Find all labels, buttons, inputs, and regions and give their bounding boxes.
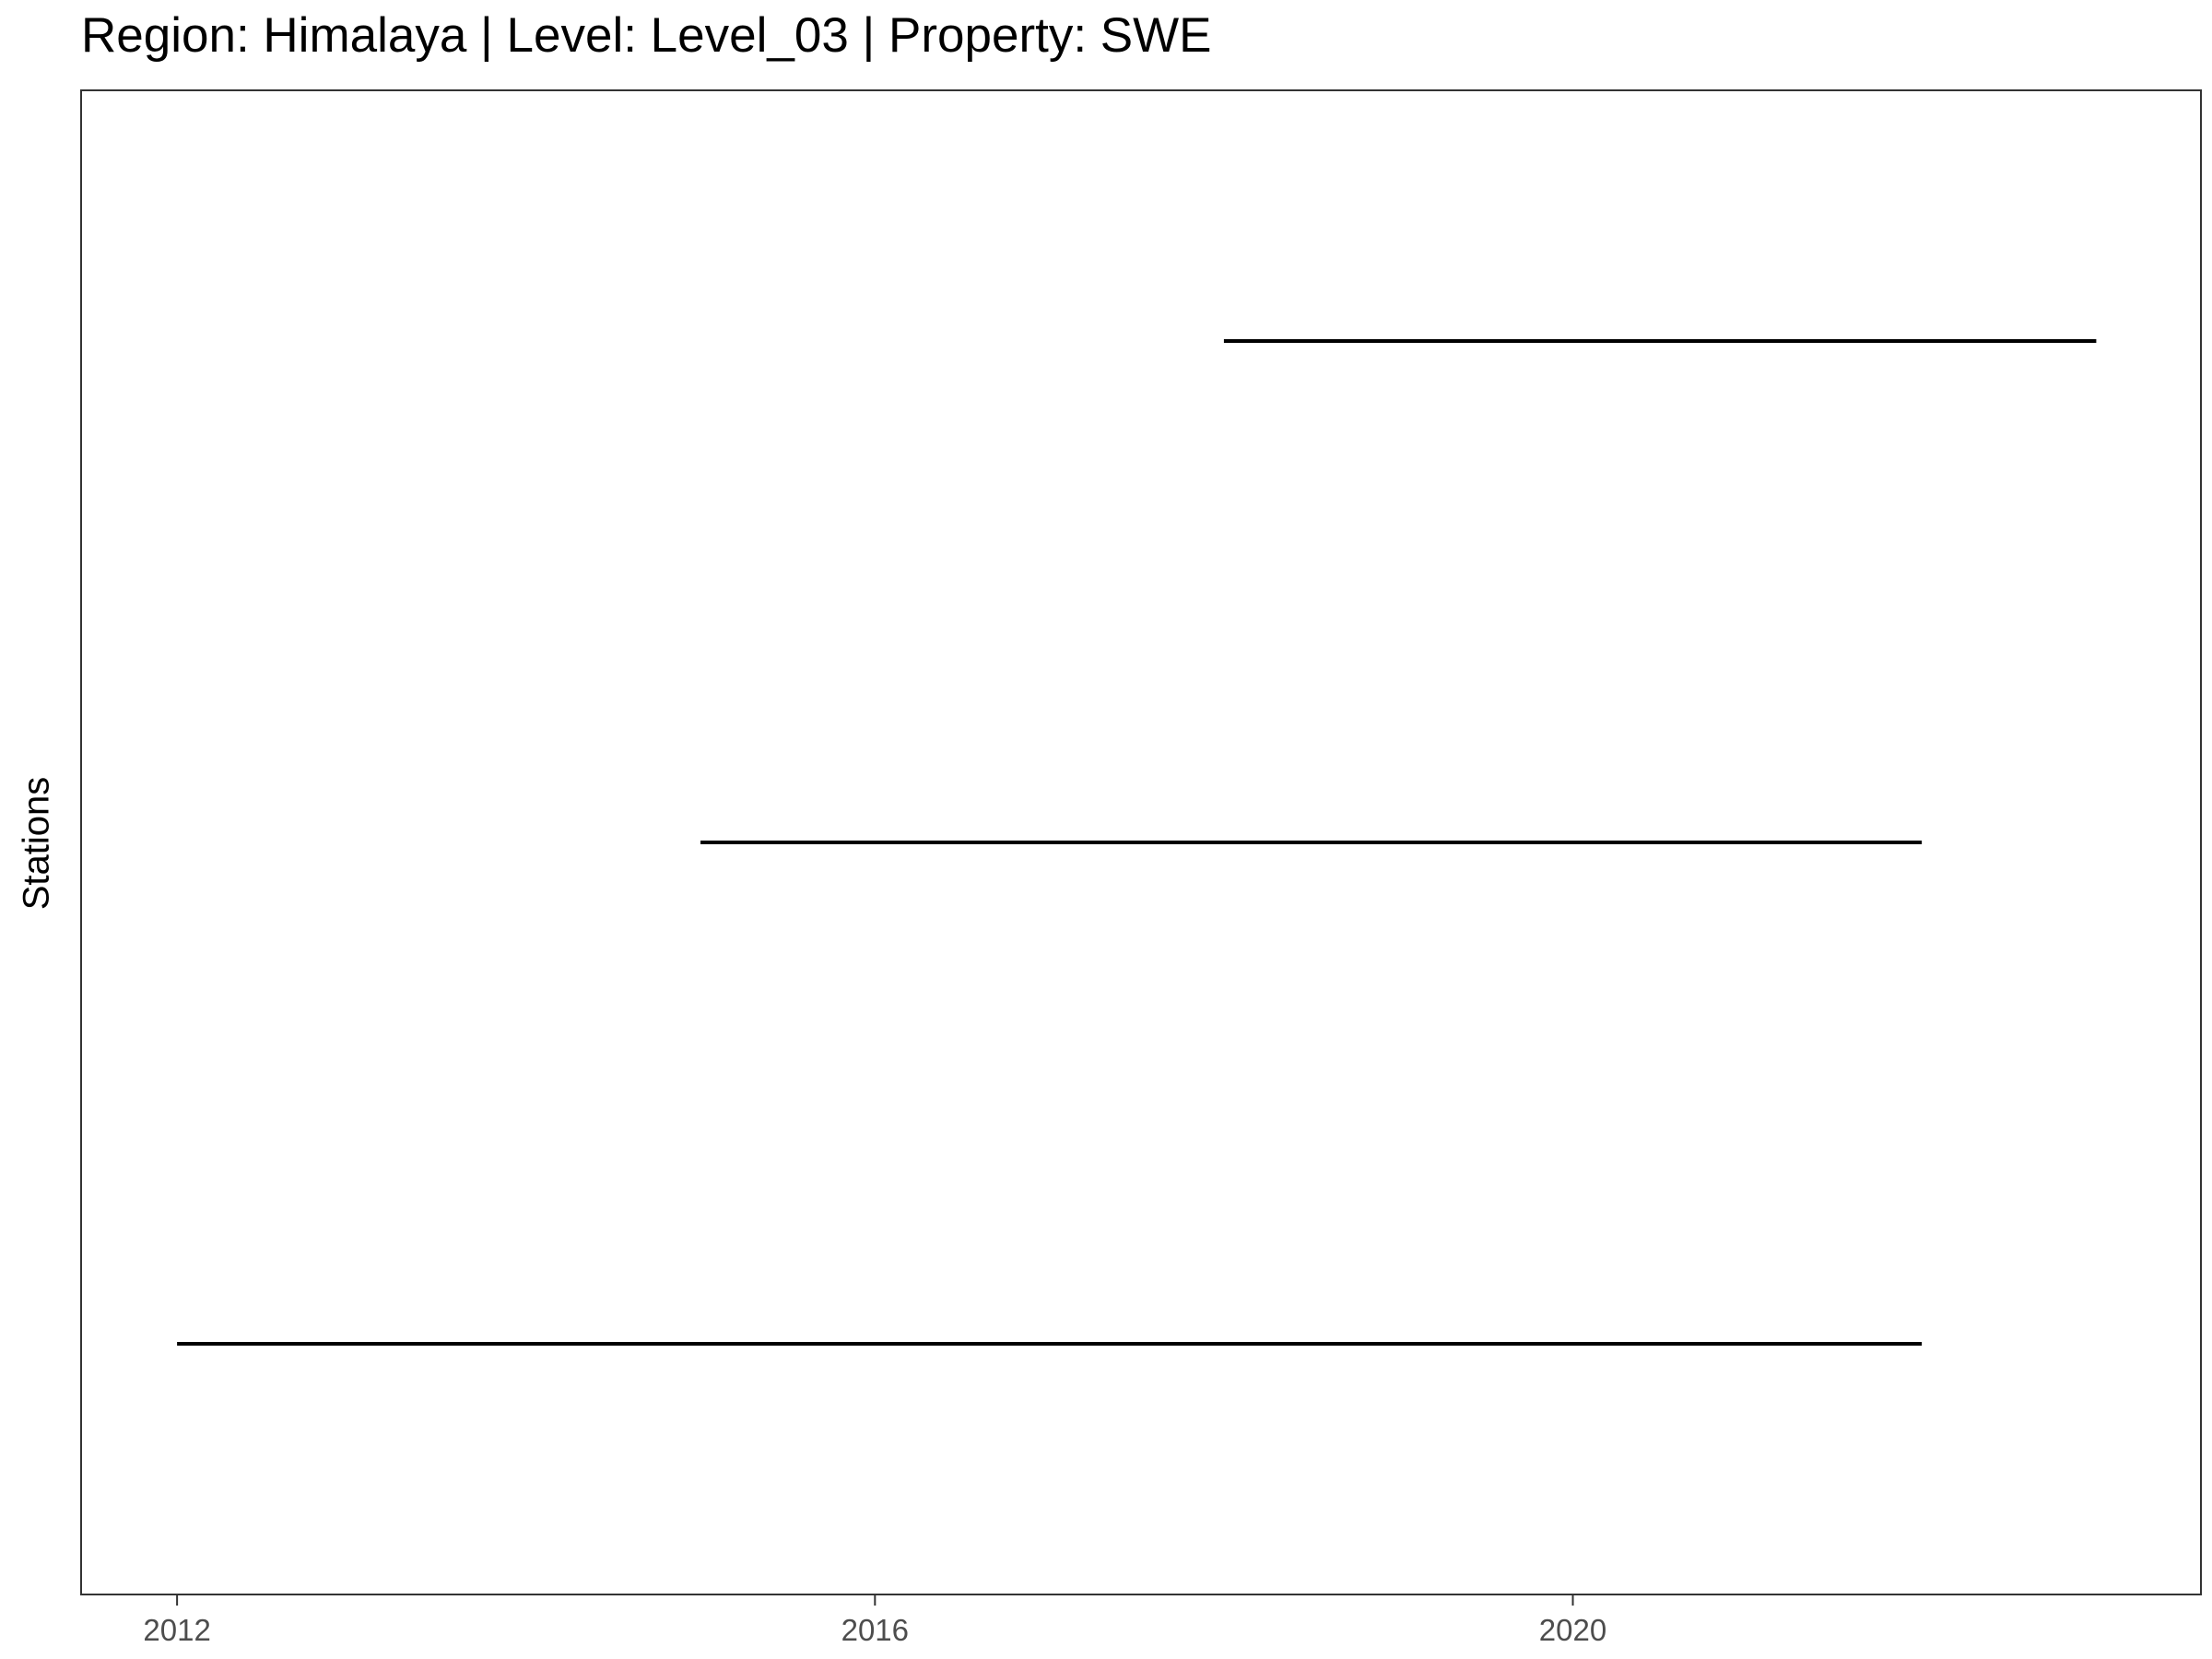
series-layer: [177, 339, 2097, 1346]
x-axis: 2012 2016 2020: [143, 1594, 1606, 1647]
chart-title: Region: Himalaya | Level: Level_03 | Pro…: [81, 8, 1212, 63]
x-tick-label: 2020: [1539, 1613, 1606, 1647]
x-tick-label: 2016: [841, 1613, 909, 1647]
x-tick-label: 2012: [143, 1613, 210, 1647]
panel-border: [80, 89, 2202, 1595]
